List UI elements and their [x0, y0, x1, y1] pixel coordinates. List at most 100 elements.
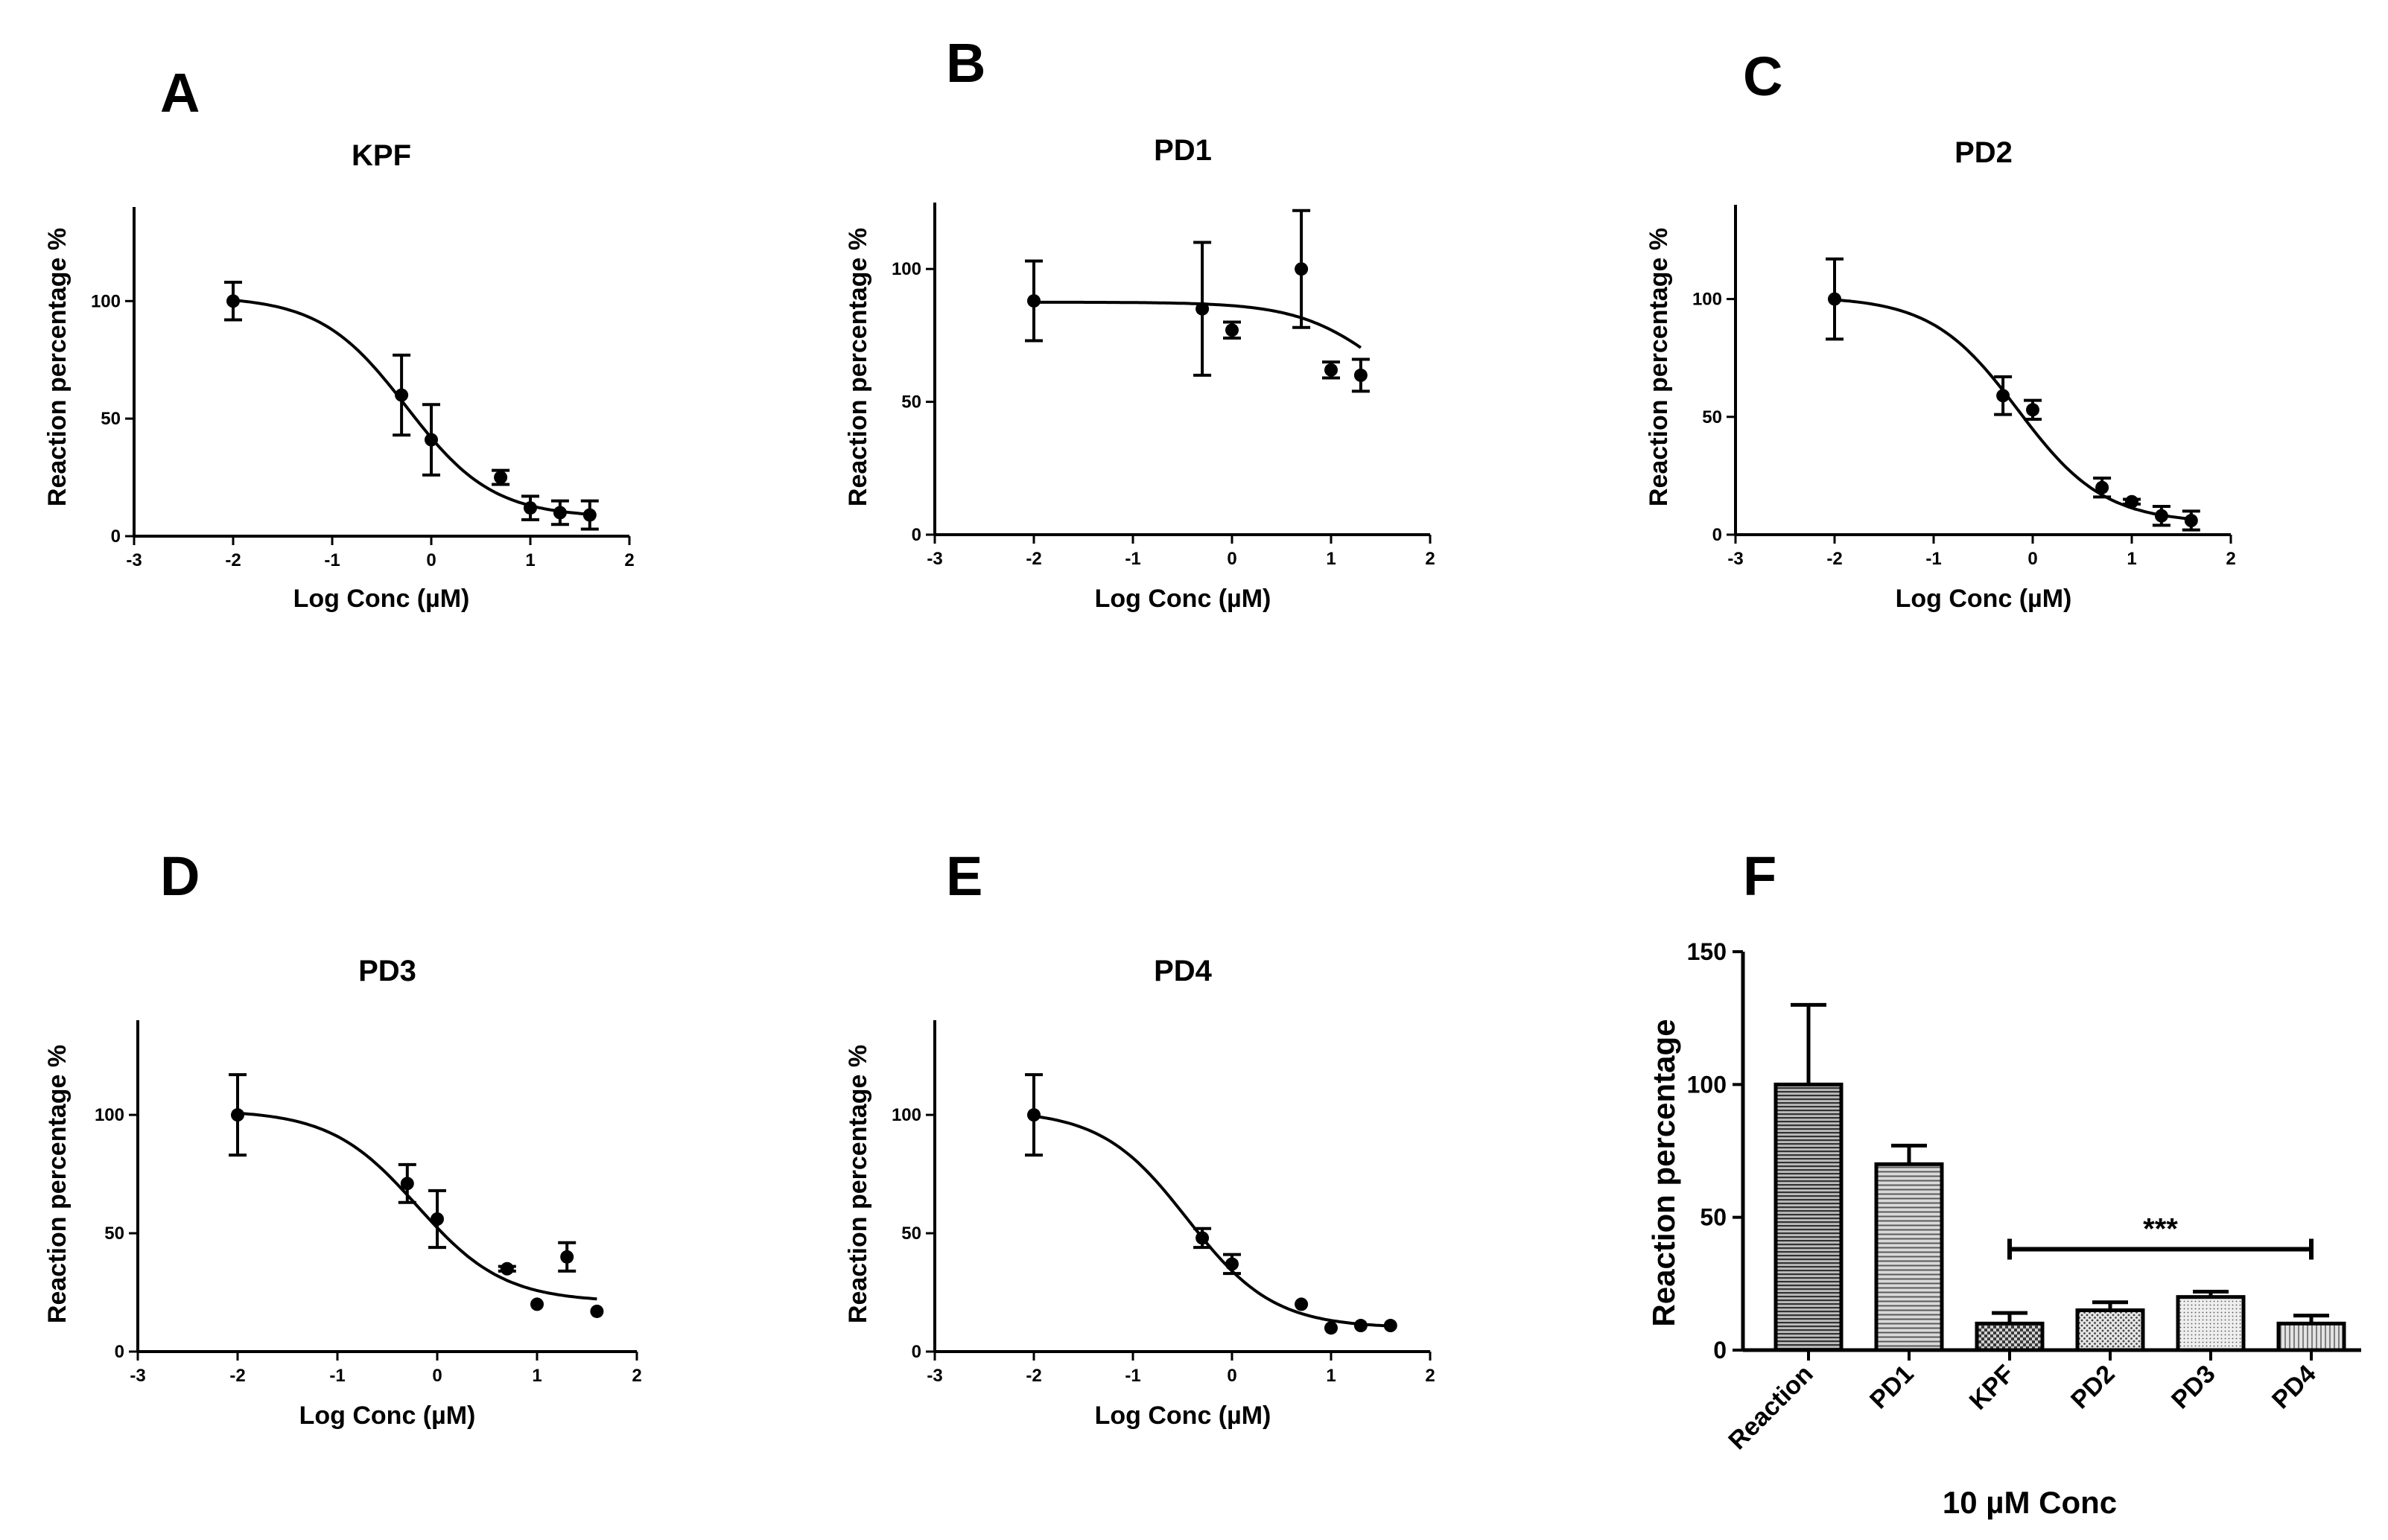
y-tick-label: 50 — [1702, 407, 1722, 427]
x-tick-label: -1 — [324, 550, 340, 570]
x-axis-title: Log Conc (µM) — [299, 1401, 476, 1430]
x-tick-label: 0 — [1227, 1366, 1236, 1386]
x-tick-label: -3 — [126, 550, 142, 570]
category-label: PD4 — [2267, 1360, 2322, 1415]
panel-title: PD1 — [1154, 134, 1212, 167]
panel-a: A KPF Log Conc (µM) Reaction percentage … — [43, 62, 635, 613]
y-tick-label: 50 — [1700, 1204, 1727, 1231]
y-axis-title: Reaction percentage % — [844, 228, 872, 506]
data-point — [400, 1177, 414, 1191]
data-point — [1225, 1257, 1239, 1271]
x-tick-label: -2 — [1826, 549, 1842, 569]
x-tick-label: 1 — [525, 550, 535, 570]
plot-area: 0 50 100 150 Reaction PD1 KPF PD2 PD3 PD4 *** — [1687, 938, 2361, 1455]
y-tick-label: 100 — [1687, 1071, 1727, 1098]
x-tick-label: -3 — [130, 1366, 145, 1386]
y-tick-label: 0 — [912, 525, 921, 545]
y-tick-label: 0 — [111, 526, 121, 547]
data-point — [1828, 292, 1841, 306]
y-tick-label: 100 — [892, 259, 921, 279]
y-tick-label: 0 — [912, 1342, 921, 1362]
x-tick-label: -2 — [1026, 549, 1041, 569]
panel-letter: D — [160, 845, 200, 907]
y-tick-label: 100 — [95, 1105, 124, 1125]
plot-area: -3 -2 -1 0 1 2 0 50 100 — [892, 203, 1435, 569]
fit-curve — [1834, 298, 2191, 521]
x-tick-label: 1 — [532, 1366, 542, 1386]
data-point — [500, 1261, 514, 1276]
x-tick-label: 2 — [632, 1366, 641, 1386]
x-tick-label: -3 — [927, 549, 942, 569]
x-tick-label: -3 — [927, 1366, 942, 1386]
bar — [2176, 1295, 2246, 1352]
bar — [1773, 1082, 1844, 1352]
data-point — [530, 1297, 544, 1311]
data-point — [1324, 363, 1338, 377]
y-tick-label: 0 — [115, 1342, 124, 1362]
data-point — [226, 294, 240, 308]
data-point — [1324, 1321, 1338, 1335]
y-tick-label: 100 — [892, 1105, 921, 1125]
x-axis-title: Log Conc (µM) — [1095, 1401, 1271, 1430]
panel-title: PD3 — [358, 955, 416, 987]
data-point — [1353, 368, 1368, 382]
fit-curve — [237, 1111, 597, 1301]
significance-label: *** — [2143, 1212, 2178, 1245]
panel-letter: C — [1743, 45, 1782, 107]
data-point — [590, 1304, 604, 1318]
plot-area: -3 -2 -1 0 1 2 0 50 100 — [91, 207, 635, 570]
y-tick-label: 100 — [1692, 290, 1722, 310]
fit-curve — [1033, 300, 1362, 349]
y-axis-title: Reaction percentage % — [43, 1045, 72, 1323]
data-point — [1027, 294, 1041, 308]
x-tick-label: 2 — [1425, 549, 1435, 569]
x-tick-label: 2 — [1425, 1366, 1435, 1386]
x-tick-label: 0 — [1227, 549, 1236, 569]
bar — [2276, 1321, 2346, 1352]
x-tick-label: 1 — [2127, 549, 2136, 569]
data-point — [2095, 480, 2109, 494]
x-tick-label: 0 — [426, 550, 436, 570]
data-point — [1225, 323, 1239, 337]
x-axis-title: 10 µM Conc — [1943, 1485, 2117, 1520]
x-tick-label: 0 — [2027, 549, 2037, 569]
x-tick-label: -2 — [1026, 1366, 1041, 1386]
x-tick-label: -1 — [1925, 549, 1941, 569]
category-label: Reaction — [1723, 1360, 1818, 1455]
y-axis-title: Reaction percentage % — [844, 1045, 872, 1323]
data-point — [231, 1108, 244, 1122]
y-tick-label: 50 — [101, 409, 121, 429]
y-tick-label: 100 — [91, 291, 121, 311]
x-tick-label: 0 — [432, 1366, 442, 1386]
x-tick-label: -2 — [229, 1366, 245, 1386]
x-tick-label: -1 — [329, 1366, 345, 1386]
panel-c: C PD2 Log Conc (µM) Reaction percentage … — [1645, 45, 2236, 613]
x-tick-label: 1 — [1326, 549, 1336, 569]
data-point — [1383, 1319, 1397, 1333]
panel-letter: F — [1743, 845, 1776, 907]
data-point — [582, 508, 597, 522]
panel-letter: E — [946, 845, 982, 907]
panel-d: D PD3 Log Conc (µM) Reaction percentage … — [43, 845, 642, 1430]
data-point — [494, 471, 508, 485]
y-tick-label: 150 — [1687, 938, 1727, 965]
data-point — [560, 1250, 574, 1264]
y-tick-label: 50 — [901, 1224, 921, 1244]
data-point — [1295, 262, 1309, 276]
x-axis-title: Log Conc (µM) — [1896, 585, 2072, 613]
x-tick-label: -2 — [225, 550, 241, 570]
category-label: KPF — [1964, 1360, 2020, 1416]
data-point — [524, 501, 537, 515]
x-tick-label: -1 — [1125, 1366, 1140, 1386]
data-point — [1195, 1231, 1210, 1245]
y-axis-title: Reaction percentage % — [43, 228, 72, 506]
data-point — [1295, 1297, 1309, 1311]
panel-b: B PD1 Log Conc (µM) Reaction percentage … — [844, 32, 1435, 613]
category-label: PD1 — [1864, 1360, 1919, 1415]
data-point — [2154, 509, 2168, 523]
data-point — [2184, 514, 2198, 528]
fit-curve — [1033, 1114, 1391, 1328]
data-point — [425, 433, 438, 447]
bar — [1874, 1162, 1944, 1352]
